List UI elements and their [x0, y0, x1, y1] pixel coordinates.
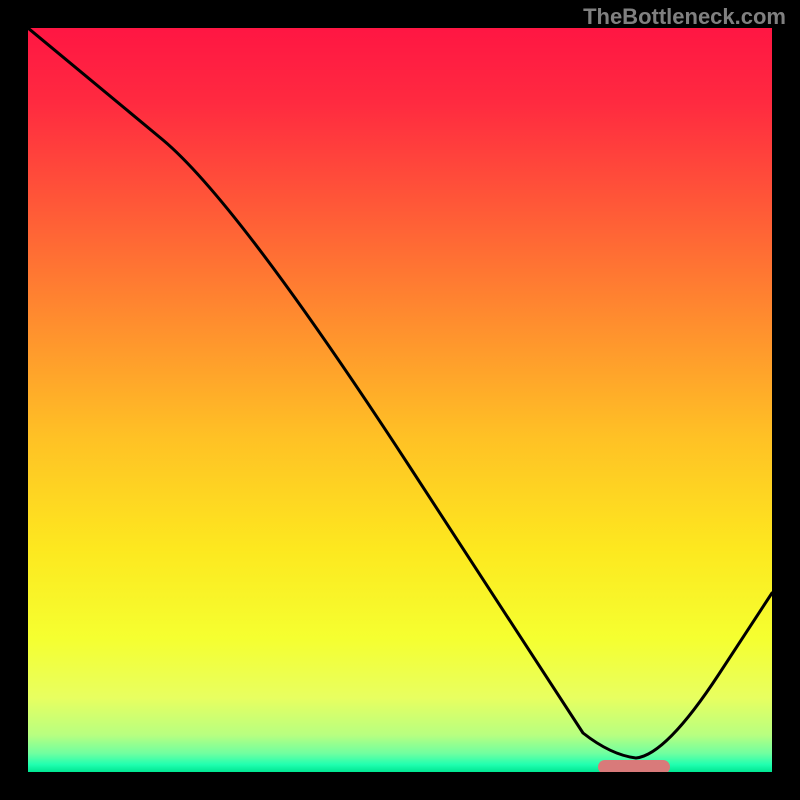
- series-marker: [598, 760, 670, 772]
- plot-area: [28, 28, 772, 772]
- chart-container: TheBottleneck.com: [0, 0, 800, 800]
- gradient-background: [28, 28, 772, 772]
- watermark-text: TheBottleneck.com: [583, 4, 786, 30]
- chart-svg: [28, 28, 772, 772]
